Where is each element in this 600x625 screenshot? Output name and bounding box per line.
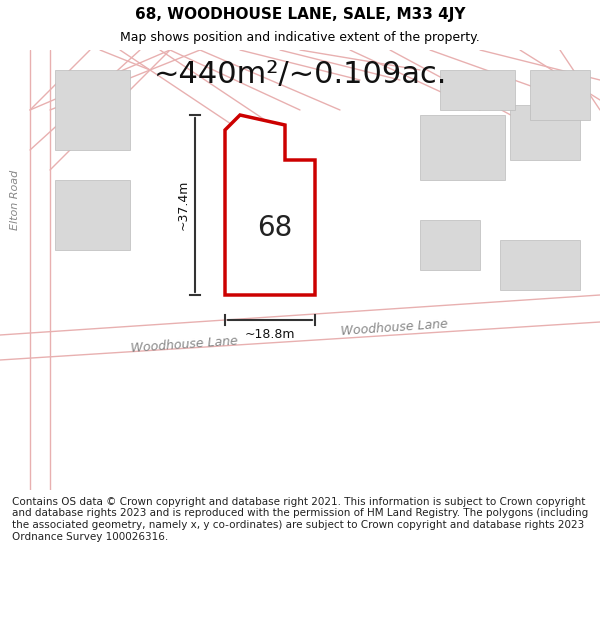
Bar	[55, 180, 130, 250]
Bar	[420, 220, 480, 270]
Bar	[55, 70, 130, 150]
Bar	[440, 70, 515, 110]
Text: Woodhouse Lane: Woodhouse Lane	[340, 318, 448, 338]
Text: Map shows position and indicative extent of the property.: Map shows position and indicative extent…	[120, 31, 480, 44]
Text: ~18.8m: ~18.8m	[245, 328, 295, 341]
Text: Contains OS data © Crown copyright and database right 2021. This information is : Contains OS data © Crown copyright and d…	[12, 497, 588, 541]
Bar	[260, 185, 315, 230]
Text: ~37.4m: ~37.4m	[176, 180, 190, 230]
Text: 68: 68	[257, 214, 293, 241]
Text: 68, WOODHOUSE LANE, SALE, M33 4JY: 68, WOODHOUSE LANE, SALE, M33 4JY	[135, 6, 465, 21]
Bar	[510, 105, 580, 160]
Text: ~440m²/~0.109ac.: ~440m²/~0.109ac.	[154, 61, 446, 89]
Polygon shape	[225, 115, 315, 295]
Bar	[420, 115, 505, 180]
Text: Elton Road: Elton Road	[10, 170, 20, 230]
Bar	[530, 70, 590, 120]
Bar	[500, 240, 580, 290]
Text: Woodhouse Lane: Woodhouse Lane	[130, 335, 238, 355]
